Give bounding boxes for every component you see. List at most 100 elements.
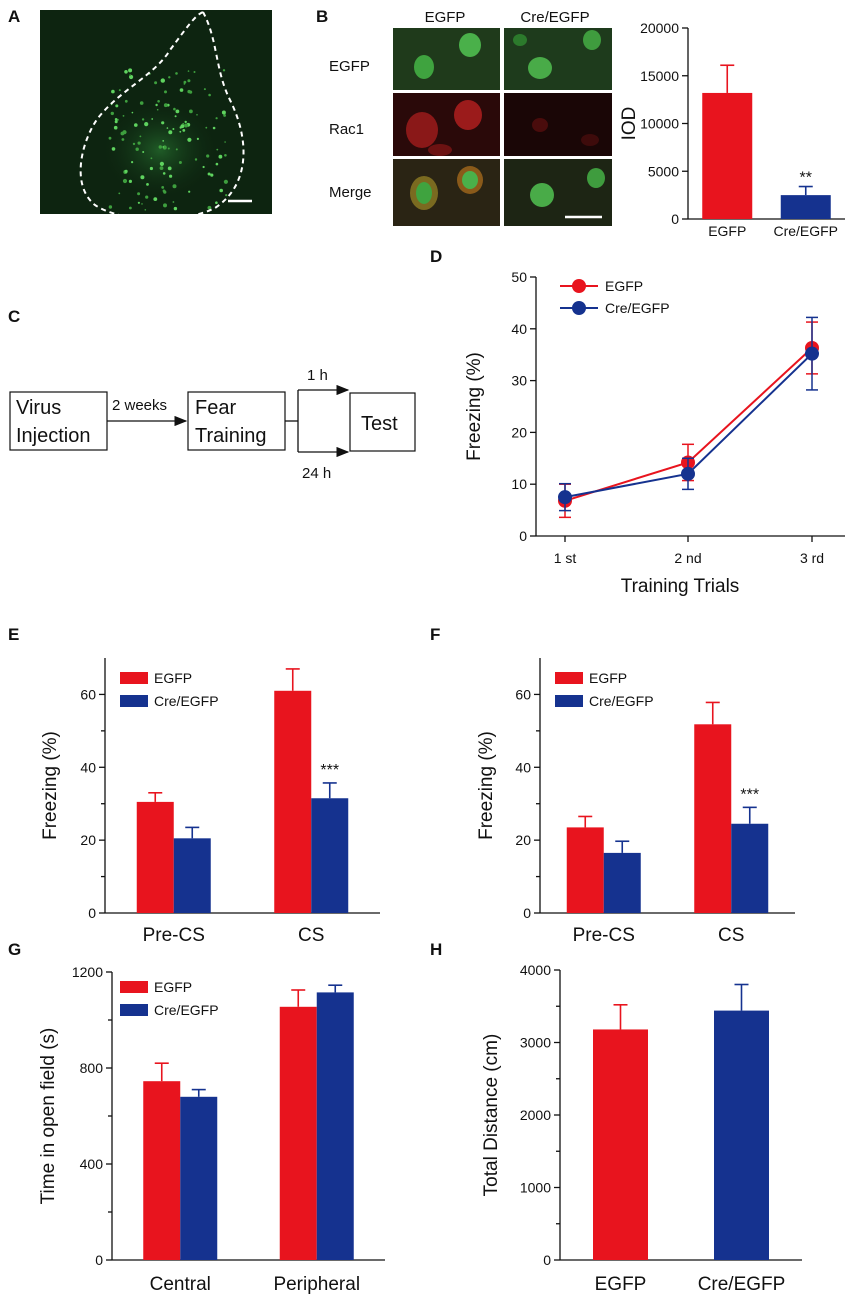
green-dot [144, 122, 149, 127]
y-tick-label: 20 [511, 424, 527, 440]
green-dot [163, 103, 168, 108]
legend-label: Cre/EGFP [605, 300, 670, 316]
bar [714, 1010, 769, 1260]
green-dot [207, 172, 211, 176]
label-1-h: 1 h [307, 367, 328, 384]
green-dot [169, 174, 173, 178]
data-point [805, 346, 819, 361]
green-dot [162, 172, 166, 175]
green-dot [205, 126, 208, 129]
col-label-cre-egfp: Cre/EGFP [520, 9, 589, 26]
green-dot [114, 118, 118, 121]
green-dot [168, 130, 173, 135]
legend-label: Cre/EGFP [154, 1002, 219, 1018]
green-dot [108, 136, 112, 140]
green-dot [172, 128, 175, 130]
green-dot [140, 175, 145, 180]
y-tick-label: 50 [511, 269, 527, 285]
green-dot [212, 126, 216, 130]
green-dot [124, 99, 128, 103]
data-point [558, 490, 572, 505]
green-dot [208, 93, 211, 97]
x-axis-label: Training Trials [621, 576, 740, 597]
box-test [349, 392, 416, 452]
y-tick-label: 30 [511, 373, 527, 389]
green-dot [122, 115, 125, 117]
legend-label: Cre/EGFP [589, 693, 654, 709]
x-category-label: Cre/EGFP [773, 223, 838, 239]
green-dot [184, 120, 187, 124]
y-tick-label: 0 [519, 528, 527, 544]
green-dot [180, 124, 185, 129]
legend-swatch [120, 1004, 148, 1016]
green-dot [144, 209, 147, 211]
bar [316, 992, 354, 1260]
green-dot [179, 130, 182, 133]
green-dot [132, 142, 136, 146]
x-category-label: Pre-CS [573, 925, 635, 946]
chart-freezing-f: 0 20 40 60 Freezing (%) Pre-CS *** CS EGFP Cre/EG… [476, 658, 795, 946]
legend-swatch [555, 672, 583, 684]
green-dot [183, 80, 187, 84]
green-dot [222, 69, 226, 72]
green-dot [113, 125, 118, 130]
y-tick-label: 40 [511, 321, 527, 337]
y-tick-label: 40 [80, 759, 96, 775]
row-label-rac1: Rac1 [329, 121, 364, 138]
bar [566, 827, 604, 913]
label-24-h: 24 h [302, 465, 331, 482]
green-dot [124, 70, 128, 74]
y-tick-label: 4000 [520, 962, 551, 978]
data-point [681, 466, 695, 481]
green-dot [141, 118, 145, 121]
panel-letter-b: B [316, 7, 328, 26]
green-dot [111, 89, 115, 94]
green-dot [216, 148, 219, 151]
green-dot [131, 111, 134, 114]
legend-swatch [120, 981, 148, 993]
tile-cre-rac1 [504, 93, 612, 156]
region-outline [79, 10, 245, 221]
bar [780, 195, 831, 219]
green-dot [114, 120, 118, 124]
green-dot [223, 114, 227, 117]
green-dot [160, 78, 165, 83]
legend-label: EGFP [154, 670, 192, 686]
x-category-label: CS [298, 925, 324, 946]
y-axis-label: Freezing (%) [476, 731, 497, 840]
y-tick-label: 0 [523, 905, 531, 921]
green-dot [159, 161, 164, 166]
chart-iod-bar: 0 5000 10000 15000 20000 IOD EGFP Cre/EGFP ** [619, 20, 845, 239]
green-dot [187, 89, 191, 94]
significance-marker: *** [320, 762, 339, 779]
y-tick-label: 10 [511, 476, 527, 492]
green-dot [150, 157, 153, 160]
bar [173, 838, 211, 913]
green-dot [182, 129, 186, 132]
chart-open-field-time: 0 400 800 1200 Time in open field (s) Central… [38, 964, 385, 1295]
green-dot [110, 111, 115, 116]
green-dot [196, 137, 199, 140]
tile-egfp-egfp [393, 28, 500, 90]
green-dot [159, 166, 164, 171]
green-dot [162, 140, 165, 142]
green-dot [215, 117, 218, 120]
green-dot [224, 141, 226, 143]
green-dot [187, 137, 192, 142]
green-dot [155, 103, 158, 107]
panel-letter-a: A [8, 7, 20, 26]
y-tick-label: 0 [88, 905, 96, 921]
green-dot [215, 201, 218, 204]
y-tick-label: 40 [515, 759, 531, 775]
box-virus-injection-line2: Injection [16, 425, 91, 447]
green-dot [137, 141, 141, 145]
y-axis-label: IOD [619, 107, 640, 141]
green-dot [210, 173, 214, 177]
legend-swatch [555, 695, 583, 707]
green-dot [154, 81, 158, 85]
green-dot [175, 72, 178, 75]
green-dot [158, 145, 162, 149]
bar [274, 690, 312, 913]
green-dot [120, 131, 125, 136]
green-dot [122, 178, 128, 184]
